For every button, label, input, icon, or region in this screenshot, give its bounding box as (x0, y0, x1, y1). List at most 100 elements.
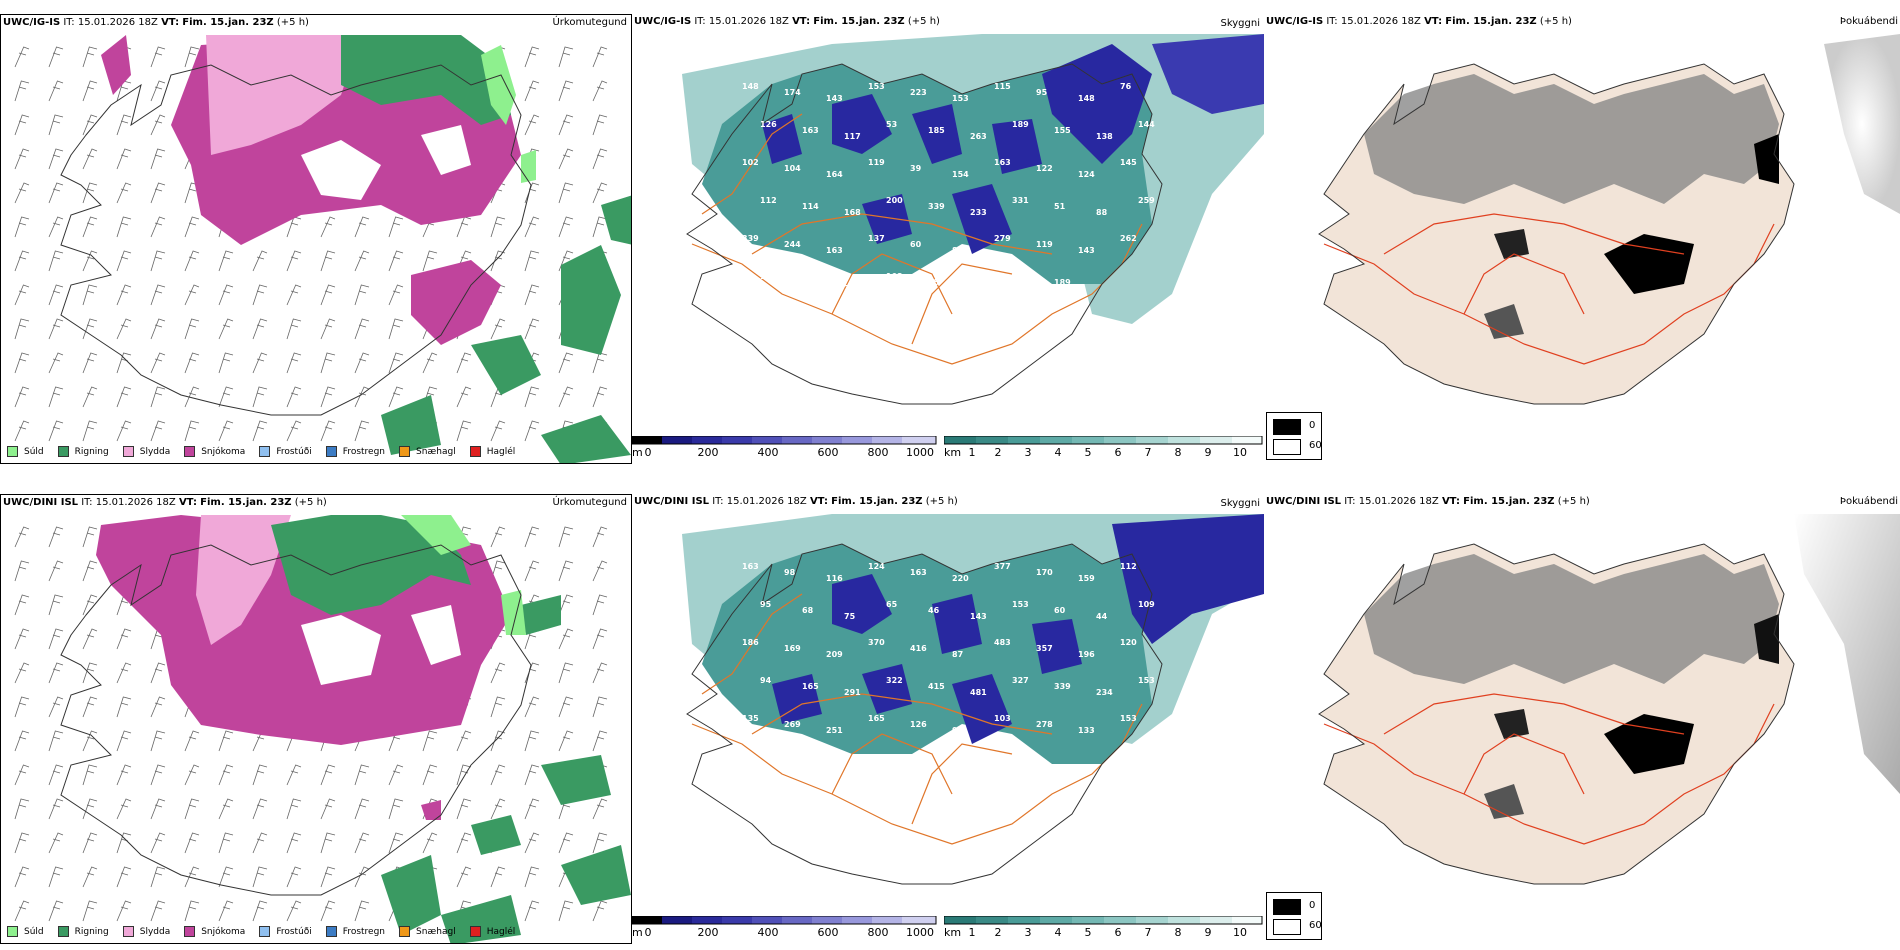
wind-barb (48, 832, 64, 854)
precip-header-2: UWC/DINI ISL IT: 15.01.2026 18Z VT: Fim.… (3, 497, 327, 508)
legend-item: Snæhagl (399, 926, 456, 937)
visibility-value-label: 327 (1012, 676, 1029, 685)
wind-barb (456, 352, 472, 374)
wind-barb (218, 866, 234, 888)
wind-barb (252, 798, 268, 820)
wind-barb (558, 900, 574, 922)
visibility-value-label: 135 (742, 714, 759, 723)
wind-barb (48, 46, 64, 68)
fog-coast-2 (1318, 543, 1795, 885)
visibility-colorbar-1: km 1 2 3 4 5 6 7 8 9 10 (944, 436, 1264, 464)
wind-barb (558, 250, 574, 272)
vis-tick: 2 (994, 446, 1002, 459)
legend-label: Frostregn (342, 446, 386, 457)
wind-barb (14, 730, 30, 752)
vis-tick: 3 (1024, 926, 1032, 939)
legend-item: Slydda (122, 926, 170, 937)
wind-barb (150, 420, 166, 442)
wind-barb (456, 798, 472, 820)
wind-barb (524, 46, 540, 68)
legend-item: Frostregn (325, 926, 385, 937)
wind-barb (524, 80, 540, 102)
wind-barb (354, 352, 370, 374)
legend-label: Rigning (74, 446, 109, 457)
wind-barb (558, 832, 574, 854)
height-tick: 0 (644, 926, 652, 939)
visibility-value-label: 124 (760, 272, 777, 281)
wind-barb (48, 866, 64, 888)
wind-barb (422, 250, 438, 272)
wind-barb (14, 386, 30, 408)
wind-barb (252, 318, 268, 340)
visibility-value-label: 163 (802, 126, 819, 135)
wind-barb (558, 46, 574, 68)
visibility-value-label: 370 (868, 638, 885, 647)
visibility-value-label: 186 (742, 638, 759, 647)
wind-barb (82, 46, 98, 68)
wind-barb (524, 284, 540, 306)
visibility-title-1: Skyggni (1220, 18, 1260, 29)
vt-value: Fim. 15.jan. 23Z (1445, 16, 1537, 27)
visibility-colorbar-2: km 1 2 3 4 5 6 7 8 9 10 (944, 916, 1264, 944)
visibility-value-label: 251 (826, 726, 843, 735)
wind-barb (82, 560, 98, 582)
visibility-value-label: 153 (1120, 714, 1137, 723)
visibility-value-label: 102 (742, 158, 759, 167)
wind-barb (422, 764, 438, 786)
legend-swatch (399, 926, 411, 937)
visibility-value-label: 60 (910, 240, 922, 249)
visibility-panel-2: 163 98 116 124 163 220 377 170 159 112 95 68 75 65 46 1… (632, 494, 1264, 944)
wind-barb (48, 250, 64, 272)
wind-barb (524, 798, 540, 820)
lead-time: (+5 h) (1557, 496, 1590, 507)
visibility-value-label: 76 (1120, 82, 1132, 91)
visibility-value-label: 148 (1078, 94, 1095, 103)
visibility-value-label: 53 (886, 120, 897, 129)
vis-tick: 5 (1084, 446, 1092, 459)
coastline-2 (60, 544, 532, 896)
legend-swatch (7, 926, 18, 937)
wind-barb (490, 420, 506, 442)
visibility-panel-1: 148 174 143 153 223 153 115 95 148 76 126 163 117 53 1… (632, 14, 1264, 464)
wind-barb (252, 386, 268, 408)
visibility-value-label: 196 (1078, 650, 1095, 659)
visibility-value-label: 44 (1096, 612, 1108, 621)
lead-time: (+5 h) (925, 496, 958, 507)
visibility-header-2: UWC/DINI ISL IT: 15.01.2026 18Z VT: Fim.… (634, 496, 958, 507)
fog-header-2: UWC/DINI ISL IT: 15.01.2026 18Z VT: Fim.… (1266, 496, 1590, 507)
it-label: IT: (63, 17, 75, 28)
wind-barb (320, 216, 336, 238)
it-label: IT: (1326, 16, 1338, 27)
wind-barb (82, 662, 98, 684)
wind-barb (116, 696, 132, 718)
legend-item: Snjókoma (184, 926, 245, 937)
visibility-value-label: 143 (826, 94, 843, 103)
wind-barb (82, 216, 98, 238)
wind-barb (48, 526, 64, 548)
legend-label: Frostúði (276, 926, 312, 937)
wind-barb (388, 318, 404, 340)
wind-barb (388, 764, 404, 786)
wind-barb (82, 284, 98, 306)
visibility-value-label: 68 (802, 606, 814, 615)
wind-barb (150, 284, 166, 306)
vt-value: Fim. 15.jan. 23Z (200, 497, 292, 508)
vis-tick: 5 (1084, 926, 1092, 939)
vt-label: VT: (809, 496, 828, 507)
wind-barb (354, 832, 370, 854)
wind-barb (116, 628, 132, 650)
wind-barb (592, 526, 608, 548)
wind-barb (48, 560, 64, 582)
legend-label: Haglél (486, 926, 516, 937)
visibility-value-label: 159 (1078, 574, 1095, 583)
precip-rain-1 (341, 35, 631, 463)
vt-label: VT: (1441, 496, 1460, 507)
visibility-value-label: 116 (826, 574, 843, 583)
wind-barb (320, 798, 336, 820)
it-value: 15.01.2026 18Z (1340, 16, 1421, 27)
visibility-value-label: 185 (928, 126, 945, 135)
visibility-value-label: 65 (970, 284, 982, 293)
visibility-value-label: 174 (784, 88, 801, 97)
legend-swatch (469, 446, 481, 457)
visibility-value-label: 357 (1036, 644, 1053, 653)
